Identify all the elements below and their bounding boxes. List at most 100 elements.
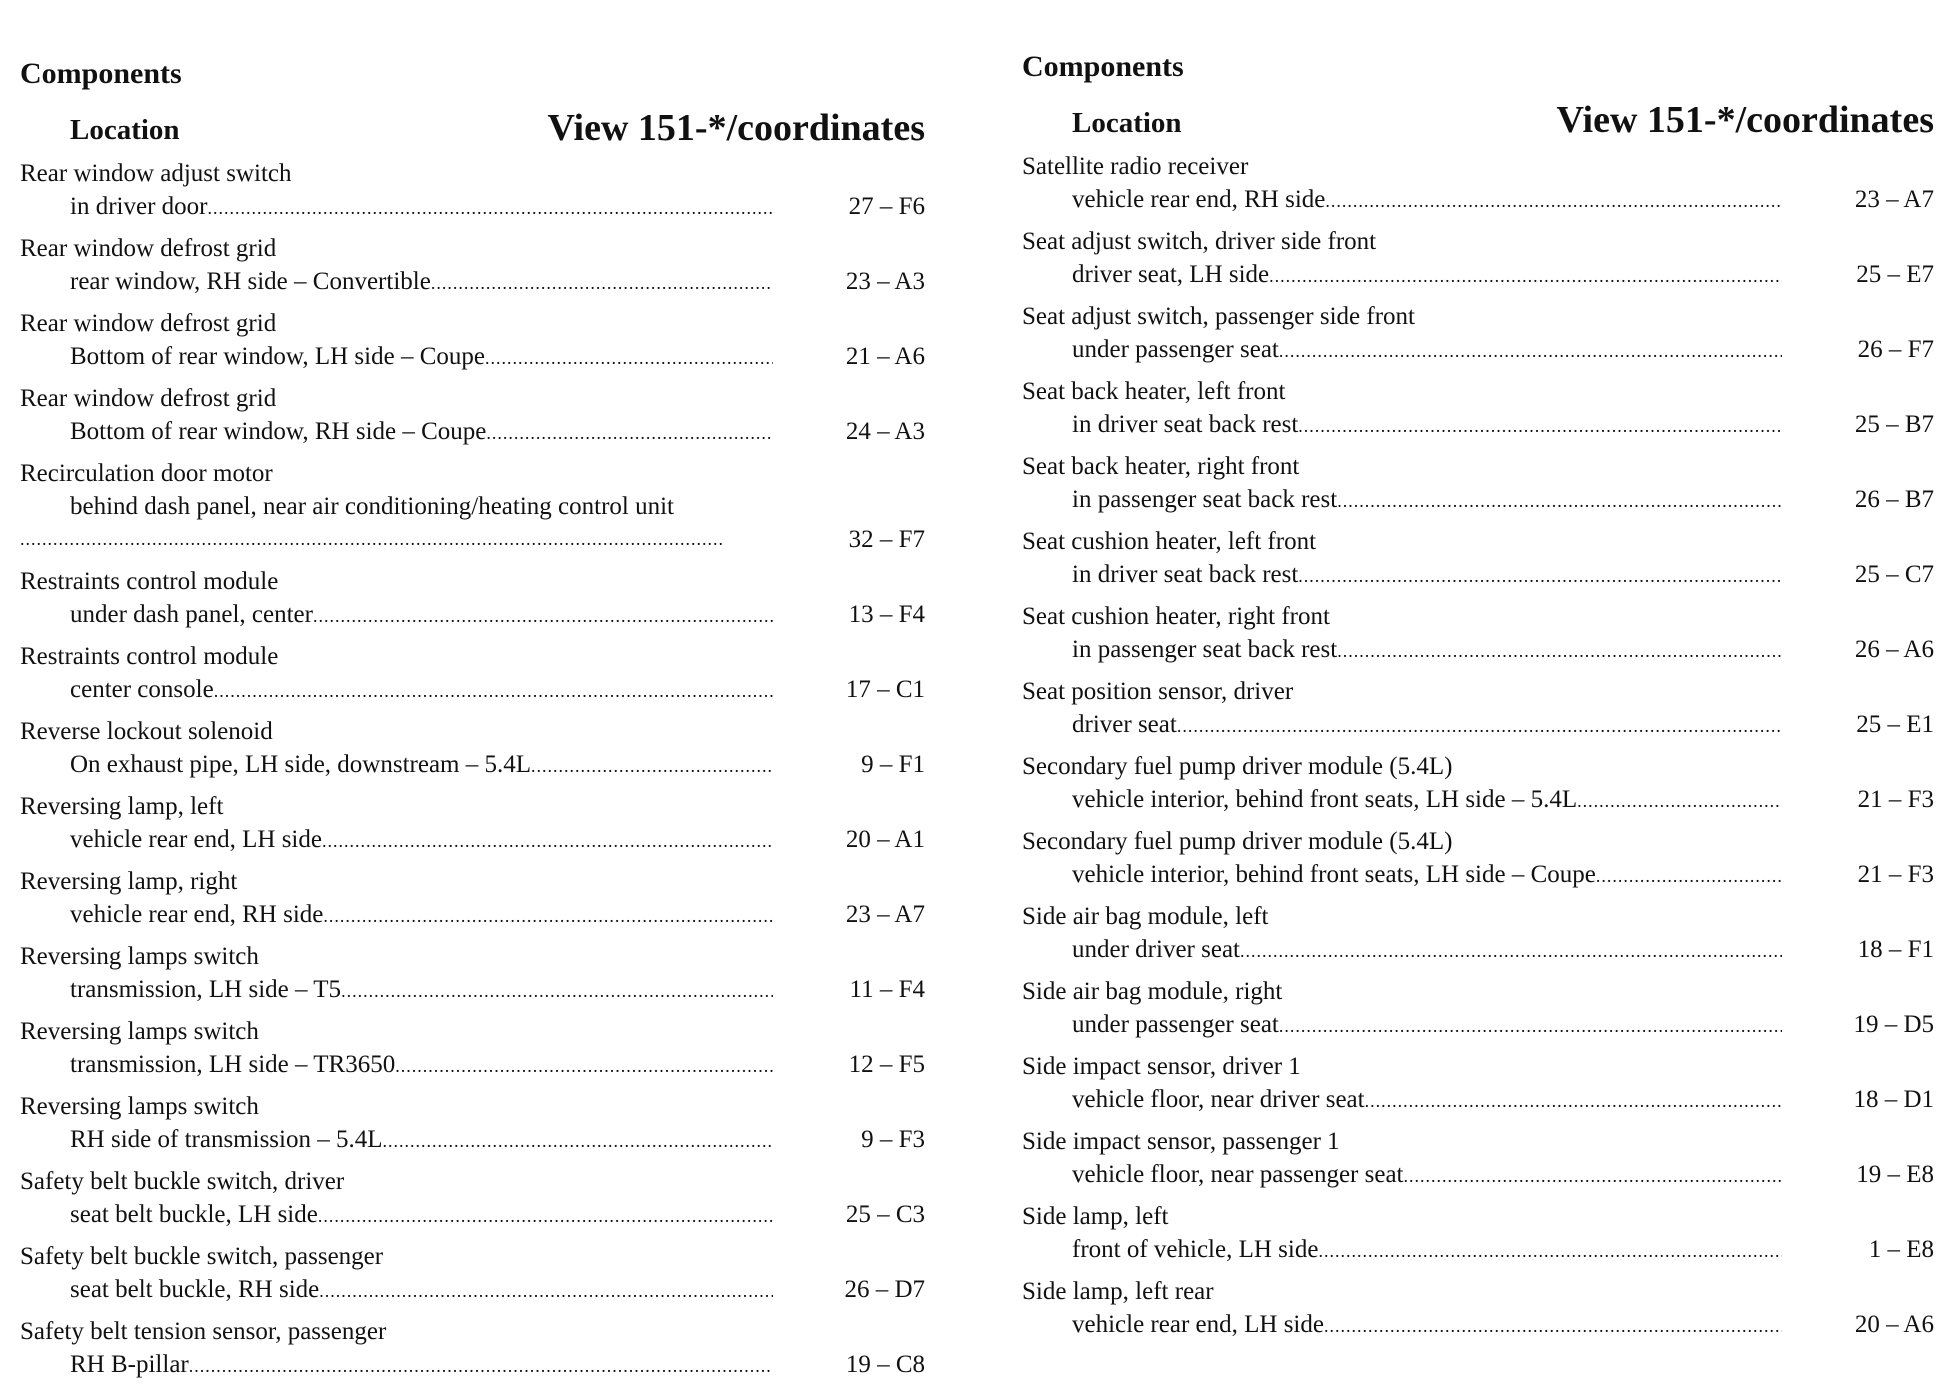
component-name: Side impact sensor, passenger 1 [1022, 1128, 1340, 1155]
component-name: Reversing lamp, right [20, 868, 238, 895]
location-line: vehicle rear end, RH side...............… [20, 898, 925, 933]
component-entry: Seat cushion heater, left front in driver… [1022, 525, 1934, 600]
component-name: Seat back heater, left front [1022, 378, 1286, 405]
location-line: under driver seat.......................… [1022, 933, 1934, 968]
dot-leader: ........................................… [207, 198, 773, 218]
entry-list: Rear window adjust switch in driver door.… [20, 157, 925, 1390]
coordinate: 18 – D1 [1853, 1086, 1934, 1113]
view-coordinates-header: View 151-*/coordinates [547, 107, 925, 149]
component-entry: Seat position sensor, driver driver seat.… [1022, 675, 1934, 750]
component-name: Seat cushion heater, right front [1022, 603, 1330, 630]
location-text: Bottom of rear window, LH side – Coupe [70, 343, 485, 370]
dot-leader: ........................................… [317, 1206, 773, 1226]
coordinate: 13 – F4 [848, 601, 925, 628]
component-name: Restraints control module [20, 568, 279, 595]
component-entry: Seat back heater, left front in driver se… [1022, 375, 1934, 450]
dot-leader: ........................................… [430, 273, 773, 293]
location-line: transmission, LH side – TR3650..........… [20, 1048, 925, 1083]
dot-leader: ........................................… [321, 831, 773, 851]
location-line: driver seat, LH side....................… [1022, 258, 1934, 293]
component-name: Seat position sensor, driver [1022, 678, 1294, 705]
dot-leader: ........................................… [1318, 1241, 1782, 1261]
location-line: front of vehicle, LH side...............… [1022, 1233, 1934, 1268]
location-line: under passenger seat....................… [1022, 333, 1934, 368]
dot-leader: ........................................… [1325, 191, 1782, 211]
component-name: Seat back heater, right front [1022, 453, 1300, 480]
coordinate: 21 – A6 [845, 343, 925, 370]
location-text: vehicle interior, behind front seats, LH… [1072, 861, 1596, 888]
dot-leader: ........................................… [1239, 941, 1782, 961]
dot-leader: ........................................… [20, 529, 723, 549]
coordinate: 17 – C1 [845, 676, 925, 703]
component-name: Reversing lamp, left [20, 793, 224, 820]
component-entry: Side impact sensor, driver 1 vehicle floo… [1022, 1050, 1934, 1125]
dot-leader: ........................................… [1176, 716, 1782, 736]
location-line: vehicle interior, behind front seats, LH… [1022, 783, 1934, 818]
location-text: under driver seat [1072, 936, 1240, 963]
component-name: Side lamp, left rear [1022, 1278, 1214, 1305]
location-text: On exhaust pipe, LH side, downstream – 5… [70, 751, 532, 778]
component-entry: Restraints control module under dash pane… [20, 565, 925, 640]
coordinate: 25 – B7 [1854, 411, 1934, 438]
location-text: vehicle floor, near passenger seat [1072, 1161, 1404, 1188]
component-name: Recirculation door motor [20, 460, 273, 487]
dot-leader: ........................................… [312, 606, 773, 626]
location-text: vehicle interior, behind front seats, LH… [1072, 786, 1578, 813]
component-entry: Restraints control module center console.… [20, 640, 925, 715]
coordinate: 26 – F7 [1857, 336, 1934, 363]
location-text: transmission, LH side – TR3650 [70, 1051, 396, 1078]
location-text: under passenger seat [1072, 1011, 1279, 1038]
view-coordinates-header: View 151-*/coordinates [1556, 99, 1934, 141]
coordinate: 19 – E8 [1856, 1161, 1934, 1188]
coordinate: 20 – A1 [845, 826, 925, 853]
location-header: Location [70, 114, 180, 146]
coordinate: 23 – A7 [1854, 186, 1934, 213]
location-line: transmission, LH side – T5..............… [20, 973, 925, 1008]
coordinate: 18 – F1 [1857, 936, 1934, 963]
component-name: Side air bag module, right [1022, 978, 1283, 1005]
location-text: in passenger seat back rest [1072, 636, 1338, 663]
dot-leader: ........................................… [1337, 491, 1782, 511]
dot-leader: ........................................… [323, 906, 773, 926]
coordinate: 26 – A6 [1854, 636, 1934, 663]
dot-leader: ........................................… [1278, 1016, 1782, 1036]
component-name: Restraints control module [20, 643, 279, 670]
component-entry: Rear window defrost grid Bottom of rear w… [20, 382, 925, 457]
components-heading: Components [1022, 50, 1184, 83]
location-text: in driver seat back rest [1072, 561, 1299, 588]
location-line: vehicle rear end, LH side...............… [20, 823, 925, 858]
component-entry: Side impact sensor, passenger 1 vehicle f… [1022, 1125, 1934, 1200]
component-entry: Recirculation door motor behind dash pane… [20, 457, 925, 565]
dot-leader: ........................................… [319, 1281, 773, 1301]
location-text: RH B-pillar [70, 1351, 189, 1378]
location-line: vehicle rear end, LH side...............… [1022, 1308, 1934, 1343]
coordinate: 25 – E7 [1856, 261, 1934, 288]
coordinate: 21 – F3 [1857, 861, 1934, 888]
component-name: Satellite radio receiver [1022, 153, 1249, 180]
dot-leader: ........................................… [486, 423, 773, 443]
component-name: Seat adjust switch, passenger side front [1022, 303, 1415, 330]
component-entry: Rear window adjust switch in driver door.… [20, 157, 925, 232]
location-text: vehicle rear end, LH side [70, 826, 322, 853]
component-entry: Satellite radio receiver vehicle rear end… [1022, 150, 1934, 225]
location-line: under passenger seat....................… [1022, 1008, 1934, 1043]
component-name: Reverse lockout solenoid [20, 718, 273, 745]
location-line: behind dash panel, near air conditioning… [20, 490, 925, 523]
location-header: Location [1072, 107, 1182, 139]
location-text: center console [70, 676, 214, 703]
component-entry: Side lamp, left front of vehicle, LH side… [1022, 1200, 1934, 1275]
location-line: in driver seat back rest................… [1022, 408, 1934, 443]
location-line: RH B-pillar.............................… [20, 1348, 925, 1383]
location-line: driver seat.............................… [1022, 708, 1934, 743]
component-entry: Reversing lamp, left vehicle rear end, LH… [20, 790, 925, 865]
component-entry: Side lamp, left rear vehicle rear end, LH… [1022, 1275, 1934, 1350]
component-entry: Seat back heater, right front in passenge… [1022, 450, 1934, 525]
location-line: in driver door..........................… [20, 190, 925, 225]
coordinate: 26 – B7 [1854, 486, 1934, 513]
component-entry: Seat cushion heater, right front in passe… [1022, 600, 1934, 675]
component-name: Seat adjust switch, driver side front [1022, 228, 1377, 255]
component-entry: Safety belt buckle switch, driver seat be… [20, 1165, 925, 1240]
component-entry: Rear window defrost grid rear window, RH … [20, 232, 925, 307]
location-line: in passenger seat back rest.............… [1022, 483, 1934, 518]
dot-leader: ........................................… [1323, 1316, 1782, 1336]
